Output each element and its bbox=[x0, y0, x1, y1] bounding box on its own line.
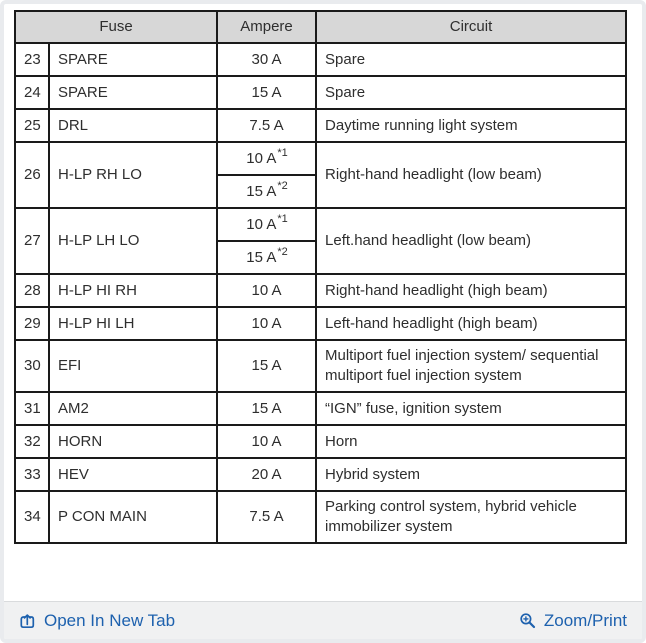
header-ampere: Ampere bbox=[216, 10, 318, 44]
fuse-number-cell: 24 bbox=[14, 75, 50, 110]
table-subrow: 15 A*2 bbox=[15, 240, 626, 275]
open-in-new-tab-icon[interactable] bbox=[19, 612, 37, 630]
ampere-cell: 10 A*1 bbox=[216, 141, 318, 176]
table-row: 23 SPARE 30 A Spare bbox=[14, 42, 628, 77]
circuit-cell: Right-hand headlight (high beam) bbox=[315, 273, 628, 308]
fuse-number-cell: 30 bbox=[14, 339, 50, 393]
ampere-cell: 10 A bbox=[216, 273, 318, 308]
fuse-number-cell: 29 bbox=[14, 306, 50, 341]
fuse-name-cell: HEV bbox=[47, 457, 219, 492]
ampere-cell: 20 A bbox=[216, 457, 318, 492]
table-row: 29 H-LP HI LH 10 A Left-hand headlight (hig… bbox=[14, 306, 628, 341]
fuse-name-cell: DRL bbox=[47, 108, 219, 143]
circuit-cell: Right-hand headlight (low beam) bbox=[315, 141, 628, 209]
fuse-number-cell: 23 bbox=[14, 42, 50, 77]
circuit-cell: Horn bbox=[315, 424, 628, 459]
ampere-cell: 15 A bbox=[216, 75, 318, 110]
fuse-name-cell: H-LP RH LO bbox=[47, 141, 219, 209]
fuse-table-body: 23 SPARE 30 A Spare 24 SPARE 15 A Spare 25 DRL 7.5… bbox=[14, 42, 628, 544]
circuit-cell: Spare bbox=[315, 75, 628, 110]
ampere-cell: 7.5 A bbox=[216, 108, 318, 143]
ampere-cell: 7.5 A bbox=[216, 490, 318, 544]
header-circuit: Circuit bbox=[315, 10, 628, 44]
fuse-number-cell: 31 bbox=[14, 391, 50, 426]
fuse-table-container: Fuse Ampere Circuit 23 SPARE 30 A Spare 24 SP… bbox=[13, 10, 628, 544]
fuse-name-cell: HORN bbox=[47, 424, 219, 459]
zoom-print-link[interactable]: Zoom/Print bbox=[519, 611, 627, 631]
table-row: 31 AM2 15 A “IGN” fuse, ignition system bbox=[14, 391, 628, 426]
circuit-cell: Spare bbox=[315, 42, 628, 77]
fuse-number-cell: 27 bbox=[14, 207, 50, 275]
fuse-name-cell: SPARE bbox=[47, 75, 219, 110]
fuse-name-cell: EFI bbox=[47, 339, 219, 393]
fuse-name-cell: SPARE bbox=[47, 42, 219, 77]
ampere-cell: 10 A bbox=[216, 424, 318, 459]
circuit-cell: “IGN” fuse, ignition system bbox=[315, 391, 628, 426]
table-row: 27 H-LP LH LO 10 A*1 Left.hand headlight (l… bbox=[14, 207, 628, 275]
header-fuse: Fuse bbox=[13, 10, 219, 44]
circuit-cell: Left.hand headlight (low beam) bbox=[315, 207, 628, 275]
fuse-number-cell: 28 bbox=[14, 273, 50, 308]
zoom-print-label[interactable]: Zoom/Print bbox=[543, 610, 627, 630]
fuse-number-cell: 26 bbox=[14, 141, 50, 209]
fuse-name-cell: P CON MAIN bbox=[47, 490, 219, 544]
open-in-new-tab-link[interactable]: Open In New Tab bbox=[19, 611, 175, 631]
table-row: 34 P CON MAIN 7.5 A Parking control system,… bbox=[14, 490, 628, 544]
fuse-number-cell: 34 bbox=[14, 490, 50, 544]
table-header-row: Fuse Ampere Circuit bbox=[13, 10, 628, 44]
table-row: 32 HORN 10 A Horn bbox=[14, 424, 628, 459]
ampere-cell: 15 A*2 bbox=[216, 174, 318, 209]
table-subrow: 15 A*2 bbox=[15, 174, 626, 209]
table-row: 26 H-LP RH LO 10 A*1 Right-hand headlight (… bbox=[14, 141, 628, 209]
circuit-cell: Hybrid system bbox=[315, 457, 628, 492]
table-row: 33 HEV 20 A Hybrid system bbox=[14, 457, 628, 492]
circuit-cell: Daytime running light system bbox=[315, 108, 628, 143]
ampere-cell: 10 A*1 bbox=[216, 207, 318, 242]
circuit-cell: Parking control system, hybrid vehicle i… bbox=[315, 490, 628, 544]
circuit-cell: Multiport fuel injection system/ sequent… bbox=[315, 339, 628, 393]
fuse-number-cell: 32 bbox=[14, 424, 50, 459]
table-row: 24 SPARE 15 A Spare bbox=[14, 75, 628, 110]
ampere-cell: 15 A bbox=[216, 339, 318, 393]
table-row: 28 H-LP HI RH 10 A Right-hand headlight (hi… bbox=[14, 273, 628, 308]
ampere-cell: 10 A bbox=[216, 306, 318, 341]
fuse-number-cell: 25 bbox=[14, 108, 50, 143]
open-in-new-tab-label[interactable]: Open In New Tab bbox=[44, 610, 176, 630]
fuse-name-cell: AM2 bbox=[47, 391, 219, 426]
ampere-cell: 15 A*2 bbox=[216, 240, 318, 275]
ampere-cell: 30 A bbox=[216, 42, 318, 77]
table-row: 25 DRL 7.5 A Daytime running light system bbox=[14, 108, 628, 143]
fuse-name-cell: H-LP LH LO bbox=[47, 207, 219, 275]
table-row: 30 EFI 15 A Multiport fuel injection system… bbox=[14, 339, 628, 393]
ampere-cell: 15 A bbox=[216, 391, 318, 426]
circuit-cell: Left-hand headlight (high beam) bbox=[315, 306, 628, 341]
fuse-name-cell: H-LP HI LH bbox=[47, 306, 219, 341]
fuse-number-cell: 33 bbox=[14, 457, 50, 492]
zoom-plus-icon[interactable] bbox=[519, 612, 537, 630]
fuse-name-cell: H-LP HI RH bbox=[47, 273, 219, 308]
fuse-table: Fuse Ampere Circuit 23 SPARE 30 A Spare 24 SP… bbox=[13, 10, 628, 544]
footer-bar: Open In New Tab Zoom/Print bbox=[4, 601, 642, 639]
